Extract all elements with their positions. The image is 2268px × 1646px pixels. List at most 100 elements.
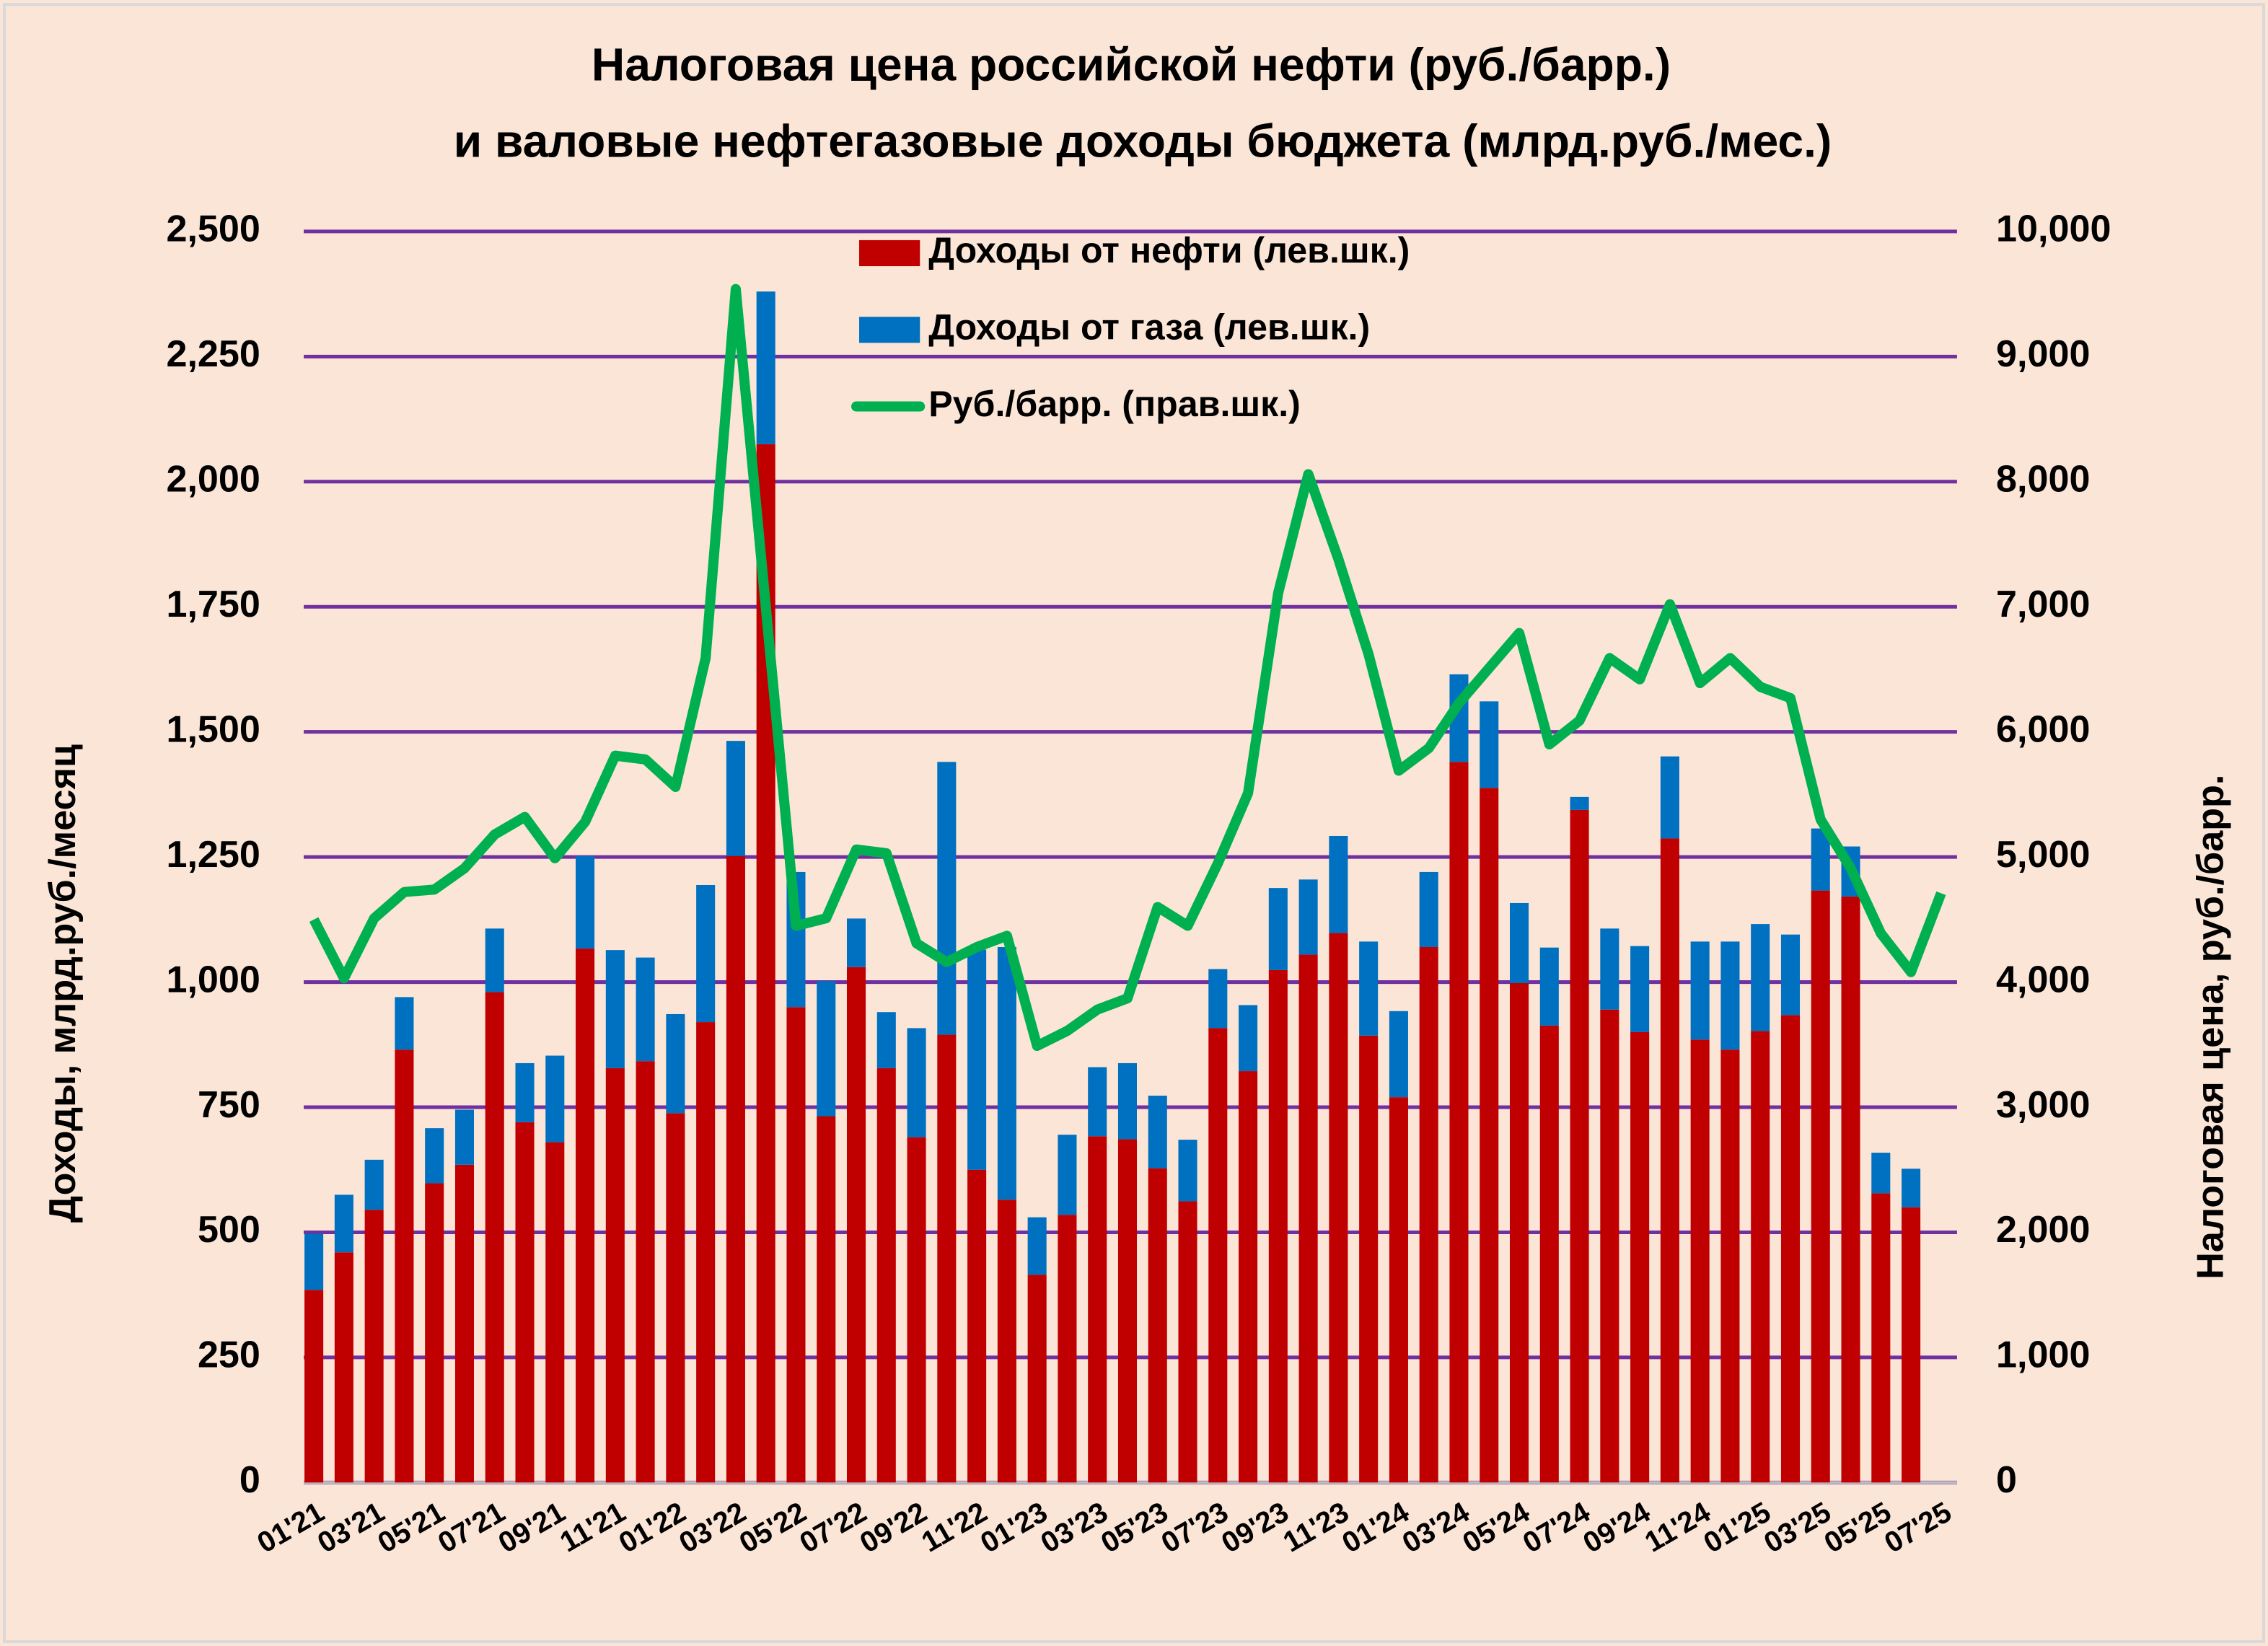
bar — [1539, 1025, 1559, 1483]
bar — [1359, 941, 1379, 1036]
bar — [1239, 1071, 1258, 1483]
bar — [515, 1122, 535, 1483]
bar — [756, 291, 775, 444]
bar — [1419, 871, 1438, 947]
bar — [605, 1068, 625, 1483]
bar — [636, 1061, 655, 1483]
bar — [1690, 941, 1710, 1040]
bar — [937, 762, 957, 1035]
bar — [1088, 1136, 1107, 1483]
bar — [666, 1113, 685, 1483]
bar — [485, 928, 504, 993]
bar — [1178, 1140, 1197, 1202]
bar — [454, 1109, 475, 1165]
bar — [395, 1049, 414, 1483]
bar — [545, 1055, 565, 1143]
bar — [1058, 1135, 1077, 1215]
bar — [1329, 933, 1348, 1483]
y2-tick-label: 4,000 — [1996, 959, 2090, 1000]
bar — [1539, 947, 1559, 1026]
y-tick-label: 250 — [198, 1334, 260, 1376]
bar — [636, 957, 655, 1062]
y-tick-label: 1,750 — [166, 584, 260, 625]
bar — [726, 855, 745, 1483]
line — [309, 283, 1946, 1052]
bar — [1449, 762, 1469, 1483]
bar — [846, 967, 866, 1483]
legend-label: Руб./барр. (прав.шк.) — [928, 384, 1301, 424]
bar — [846, 918, 866, 967]
legend-swatch — [859, 317, 920, 343]
bar — [1268, 969, 1288, 1483]
bar — [1570, 796, 1589, 810]
legend-swatch — [859, 239, 920, 267]
bar — [425, 1183, 444, 1483]
y2-tick-label: 6,000 — [1996, 708, 2090, 750]
bar — [997, 946, 1016, 1200]
bar — [1509, 902, 1529, 983]
bar — [1208, 969, 1228, 1029]
bar — [997, 1200, 1016, 1483]
bar — [726, 741, 745, 856]
bar — [1148, 1096, 1167, 1169]
bar — [817, 1116, 836, 1483]
bar — [1329, 835, 1348, 933]
bar — [1480, 701, 1499, 788]
y2-tick-label: 1,000 — [1996, 1334, 2090, 1376]
bar — [1208, 1028, 1228, 1483]
y-tick-label: 500 — [198, 1209, 260, 1251]
y2-tick-label: 5,000 — [1996, 834, 2090, 876]
bar — [364, 1159, 384, 1210]
bar — [1630, 1031, 1650, 1483]
bar — [937, 1034, 957, 1483]
legend-label: Доходы от нефти (лев.шк.) — [928, 230, 1410, 270]
bar — [1027, 1217, 1047, 1275]
bar — [1027, 1275, 1047, 1483]
bar — [605, 950, 625, 1068]
bar — [1841, 896, 1860, 1483]
y2-tick-label: 8,000 — [1996, 459, 2090, 501]
bar — [364, 1210, 384, 1483]
bar — [1871, 1153, 1891, 1194]
bar — [1600, 1009, 1619, 1483]
y2-tick-label: 3,000 — [1996, 1084, 2090, 1126]
bar — [696, 1022, 716, 1483]
y2-tick-label: 0 — [1996, 1459, 2017, 1501]
bar — [1630, 946, 1650, 1032]
bar — [515, 1062, 535, 1122]
bar — [1720, 941, 1740, 1050]
y-tick-label: 2,000 — [166, 459, 260, 501]
bar — [696, 884, 716, 1023]
bar — [1509, 982, 1529, 1483]
chart-title: и валовые нефтегазовые доходы бюджета (м… — [454, 115, 1832, 167]
y-axis-title: Доходы, млрд.руб./месяц — [42, 744, 84, 1223]
bar — [1117, 1139, 1138, 1483]
bar — [786, 1007, 806, 1483]
bar — [485, 992, 504, 1483]
y-tick-label: 1,500 — [166, 708, 260, 750]
bar — [1751, 1031, 1770, 1483]
bar — [817, 981, 836, 1117]
y2-tick-label: 2,000 — [1996, 1209, 2090, 1251]
y-tick-label: 0 — [239, 1459, 260, 1501]
bar — [1178, 1201, 1197, 1483]
bar — [1058, 1215, 1077, 1483]
bar — [1570, 809, 1589, 1483]
bar — [1088, 1067, 1107, 1137]
bar — [1389, 1097, 1408, 1483]
bar — [1298, 879, 1318, 955]
bar — [907, 1137, 926, 1483]
bar — [907, 1028, 926, 1137]
y-tick-label: 1,250 — [166, 834, 260, 876]
bar — [1600, 928, 1619, 1010]
bar — [1419, 946, 1438, 1483]
bar — [576, 855, 595, 949]
bar — [395, 997, 414, 1050]
bar — [1268, 888, 1288, 970]
bar — [304, 1290, 324, 1483]
bar — [1389, 1011, 1408, 1098]
bar — [1660, 838, 1679, 1483]
y-tick-label: 2,250 — [166, 333, 260, 375]
chart-title: Налоговая цена российской нефти (руб./ба… — [592, 38, 1671, 90]
